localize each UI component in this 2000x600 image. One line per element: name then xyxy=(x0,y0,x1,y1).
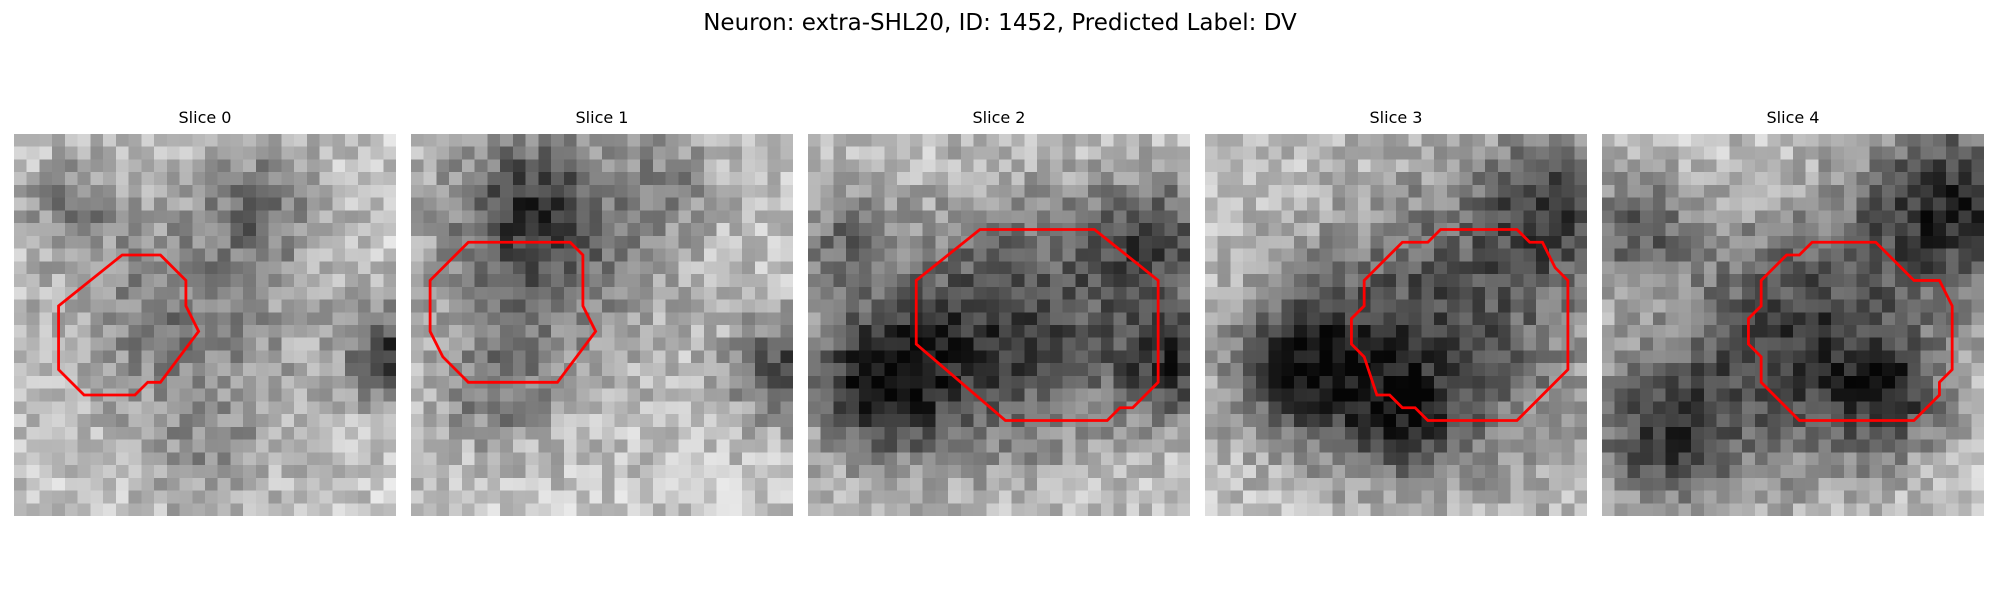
slice-title: Slice 3 xyxy=(1369,108,1423,127)
roi-contour xyxy=(428,240,598,384)
slice-title: Slice 0 xyxy=(178,108,232,127)
slice-panel-1: Slice 1 xyxy=(411,108,793,516)
intensity-grid xyxy=(1602,134,1984,516)
slice-image xyxy=(14,134,396,516)
roi-contour xyxy=(1350,228,1570,422)
slice-panel-2: Slice 2 xyxy=(808,108,1190,516)
intensity-grid xyxy=(808,134,1190,516)
slice-title: Slice 2 xyxy=(972,108,1026,127)
intensity-grid xyxy=(411,134,793,516)
slice-panel-4: Slice 4 xyxy=(1602,108,1984,516)
roi-contour xyxy=(914,228,1160,422)
slice-image xyxy=(1205,134,1587,516)
slice-title: Slice 1 xyxy=(575,108,629,127)
slice-panel-3: Slice 3 xyxy=(1205,108,1587,516)
slice-title: Slice 4 xyxy=(1766,108,1820,127)
slice-image xyxy=(411,134,793,516)
intensity-grid xyxy=(14,134,396,516)
slice-panel-0: Slice 0 xyxy=(14,108,396,516)
roi-contour xyxy=(57,253,201,397)
figure-title: Neuron: extra-SHL20, ID: 1452, Predicted… xyxy=(703,10,1297,36)
slice-image xyxy=(808,134,1190,516)
roi-contour xyxy=(1747,240,1954,422)
intensity-grid xyxy=(1205,134,1587,516)
slice-image xyxy=(1602,134,1984,516)
